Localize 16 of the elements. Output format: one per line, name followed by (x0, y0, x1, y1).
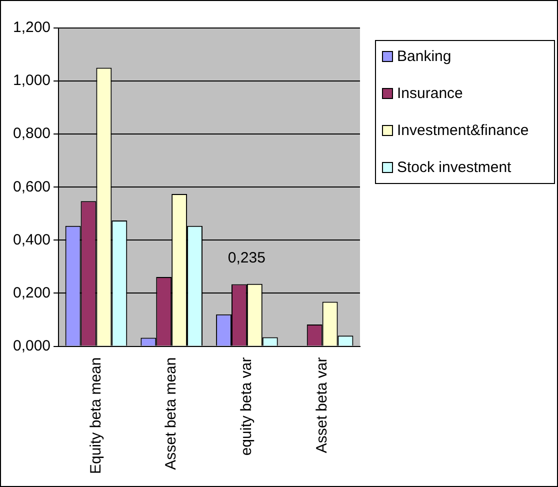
y-tick-label: 0,000 (12, 337, 51, 354)
y-tick-label: 0,600 (12, 178, 51, 196)
y-tick-label: 1,200 (12, 19, 51, 36)
y-tick-label: 0,400 (12, 231, 51, 248)
legend-label: Banking (397, 47, 452, 66)
x-tick-label: Equity beta mean (87, 357, 104, 474)
x-tick-label: Asset beta mean (162, 357, 180, 470)
data-label: 0,235 (228, 250, 266, 267)
y-tick-label: 1,000 (12, 72, 51, 90)
y-tick-label: 0,200 (12, 284, 51, 302)
x-tick-label: Asset beta var (313, 357, 330, 454)
legend-label: Stock investment (397, 158, 512, 177)
y-tick-label: 0,800 (12, 125, 51, 142)
x-tick-label: equity beta var (238, 357, 256, 456)
legend-label: Insurance (397, 84, 463, 103)
legend-label: Investment&finance (397, 121, 529, 140)
